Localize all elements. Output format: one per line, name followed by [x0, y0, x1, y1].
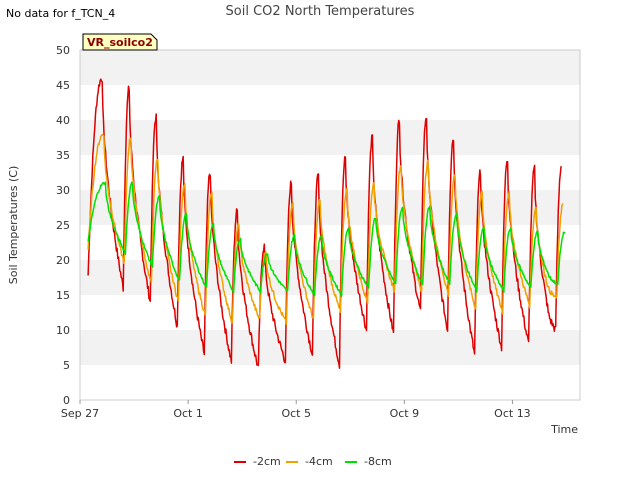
- y-axis-ticks: 0 5 10 15 20 25 30 35 40 45 50: [56, 44, 70, 407]
- y-tick-label: 45: [56, 79, 70, 92]
- badge-label: VR_soilco2: [87, 36, 153, 49]
- legend: -2cm -4cm -8cm: [234, 455, 392, 468]
- grid-band: [80, 155, 580, 190]
- y-tick-label: 15: [56, 289, 70, 302]
- y-tick-label: 40: [56, 114, 70, 127]
- y-tick-label: 10: [56, 324, 70, 337]
- x-axis-label: Time: [550, 423, 578, 436]
- y-tick-label: 25: [56, 219, 70, 232]
- y-tick-label: 5: [63, 359, 70, 372]
- plot-area-border: [79, 49, 581, 401]
- series-line-8cmcm: [87, 181, 566, 298]
- grid-band: [80, 85, 580, 120]
- grid-band: [80, 190, 580, 225]
- x-tick-label: Oct 9: [390, 407, 420, 420]
- y-tick-label: 20: [56, 254, 70, 267]
- badge-box: [82, 33, 158, 51]
- grid-band: [80, 365, 580, 400]
- chart-title: Soil CO2 North Temperatures: [226, 4, 415, 19]
- series-badge: VR_soilco2: [82, 33, 158, 51]
- x-tick-label: Oct 13: [494, 407, 531, 420]
- x-axis-ticks: Sep 27 Oct 1 Oct 5 Oct 9 Oct 13: [61, 400, 531, 420]
- legend-label: -8cm: [364, 455, 392, 468]
- series-layer: [87, 78, 566, 370]
- y-tick-label: 35: [56, 149, 70, 162]
- y-tick-label: 30: [56, 184, 70, 197]
- y-axis-label: Soil Temperatures (C): [7, 166, 20, 285]
- grid-band: [80, 120, 580, 155]
- x-tick-label: Sep 27: [61, 407, 99, 420]
- y-tick-label: 50: [56, 44, 70, 57]
- x-tick-label: Oct 5: [281, 407, 311, 420]
- grid-band: [80, 330, 580, 365]
- legend-label: -2cm: [253, 455, 281, 468]
- y-tick-label: 0: [63, 394, 70, 407]
- grid-band: [80, 50, 580, 85]
- x-tick-label: Oct 1: [173, 407, 203, 420]
- legend-label: -4cm: [305, 455, 333, 468]
- no-data-notice: No data for f_TCN_4: [6, 7, 116, 20]
